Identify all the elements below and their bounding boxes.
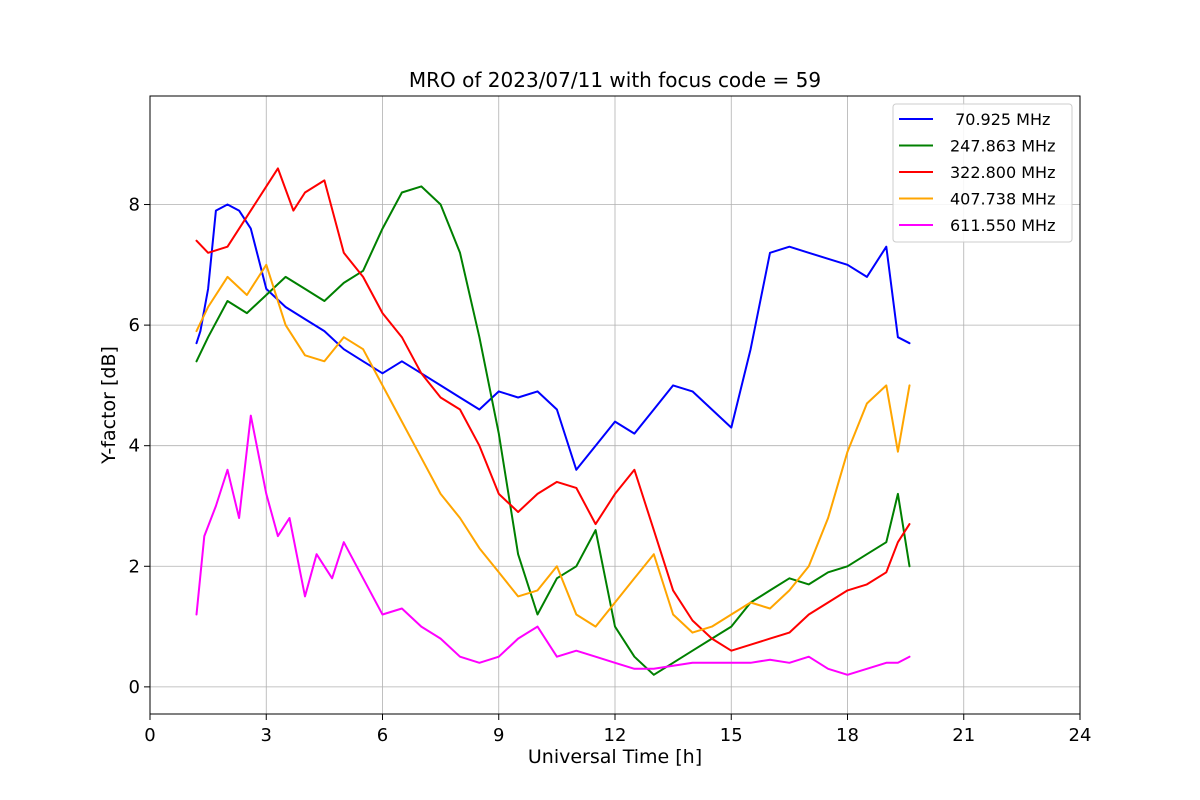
y-tick-label: 8 bbox=[129, 195, 140, 216]
x-tick-label: 21 bbox=[952, 725, 975, 746]
y-tick-label: 4 bbox=[129, 436, 140, 457]
x-tick-label: 6 bbox=[377, 725, 388, 746]
series-line-0 bbox=[195, 203, 911, 471]
series-lines bbox=[195, 167, 911, 676]
legend-label: 247.863 MHz bbox=[950, 137, 1055, 156]
series-line-2 bbox=[195, 167, 911, 652]
chart-title: MRO of 2023/07/11 with focus code = 59 bbox=[409, 68, 821, 92]
x-tick-label: 18 bbox=[836, 725, 859, 746]
legend-label: 70.925 MHz bbox=[950, 110, 1050, 129]
legend-label: 407.738 MHz bbox=[950, 190, 1055, 209]
y-tick-label: 2 bbox=[129, 556, 140, 577]
x-axis-label: Universal Time [h] bbox=[528, 746, 702, 768]
x-tick-label: 9 bbox=[493, 725, 504, 746]
y-tick-label: 6 bbox=[129, 315, 140, 336]
x-tick-label: 3 bbox=[261, 725, 272, 746]
x-tick-label: 0 bbox=[144, 725, 155, 746]
x-tick-label: 12 bbox=[604, 725, 627, 746]
series-line-3 bbox=[195, 263, 911, 634]
x-tick-label: 15 bbox=[720, 725, 743, 746]
legend-label: 611.550 MHz bbox=[950, 216, 1055, 235]
y-tick-label: 0 bbox=[129, 677, 140, 698]
series-line-4 bbox=[195, 414, 911, 676]
legend-label: 322.800 MHz bbox=[950, 163, 1055, 182]
legend-box bbox=[892, 103, 1073, 243]
legend: 70.925 MHz 247.863 MHz 322.800 MHz 407.738 … bbox=[892, 103, 1073, 243]
x-tick-label: 24 bbox=[1069, 725, 1092, 746]
y-axis-label: Y-factor [dB] bbox=[98, 346, 120, 465]
series-line-1 bbox=[195, 185, 911, 676]
